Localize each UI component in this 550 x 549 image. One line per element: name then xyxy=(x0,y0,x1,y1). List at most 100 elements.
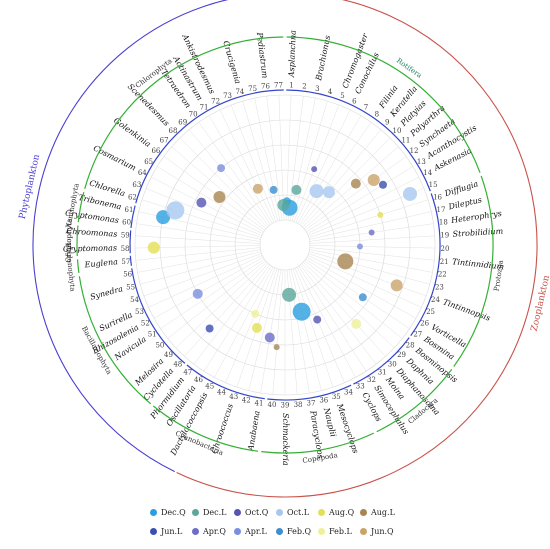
grid-spoke xyxy=(167,260,266,339)
grid-spoke xyxy=(272,269,284,395)
taxon-number: 2 xyxy=(302,83,306,91)
legend-label: Oct.L xyxy=(287,508,310,517)
phylum-bracket xyxy=(410,193,441,336)
grid-spoke xyxy=(136,223,261,242)
grid-spoke xyxy=(175,261,267,348)
polar-grid xyxy=(134,94,436,396)
taxon-number: 13 xyxy=(417,158,426,166)
grid-spoke xyxy=(294,267,345,383)
taxon-number: 35 xyxy=(332,393,341,401)
taxon-number: 15 xyxy=(429,181,438,189)
taxon-number: 31 xyxy=(378,369,387,377)
grid-spoke xyxy=(307,176,419,234)
taxon-number: 49 xyxy=(164,351,173,359)
taxon-label: Cosmarium xyxy=(92,144,138,173)
grid-spoke xyxy=(151,176,263,234)
grid-spoke xyxy=(289,98,316,221)
grid-spoke xyxy=(242,101,279,222)
grid-spoke xyxy=(309,211,432,240)
grid-spoke xyxy=(304,260,403,339)
taxon-number: 76 xyxy=(261,83,270,91)
bubble-point xyxy=(311,166,318,173)
legend-item: Feb.L xyxy=(318,527,352,536)
grid-spoke xyxy=(157,166,264,233)
taxon-number: 43 xyxy=(229,393,238,401)
taxon-number: 63 xyxy=(132,181,141,189)
group-label: Phytoplankton xyxy=(18,153,42,220)
grid-spoke xyxy=(214,266,274,378)
taxon-label: Anabaena xyxy=(246,410,262,452)
taxon-number: 11 xyxy=(401,137,410,145)
taxon-number: 9 xyxy=(385,118,389,126)
bubble-point xyxy=(269,185,278,194)
grid-spoke xyxy=(230,104,277,222)
grid-spoke xyxy=(148,255,263,308)
taxon-number: 3 xyxy=(315,85,319,93)
bubble-point xyxy=(377,211,384,218)
taxon-number: 19 xyxy=(440,232,449,240)
legend-label: Aug.Q xyxy=(329,508,355,517)
legend-label: Apr.L xyxy=(245,527,267,536)
taxon-number: 26 xyxy=(420,320,429,328)
bubble-point xyxy=(192,288,203,299)
taxon-number: 10 xyxy=(393,127,402,135)
taxon-number: 46 xyxy=(194,376,203,384)
grid-spoke xyxy=(135,235,261,244)
legend-item: Jun.L xyxy=(150,527,182,536)
taxon-number: 59 xyxy=(121,232,130,240)
phylum-bracket xyxy=(129,230,132,254)
legend-swatch xyxy=(150,528,157,535)
bubble-point xyxy=(356,243,363,250)
grid-spoke xyxy=(302,137,391,228)
bubble-point xyxy=(205,324,214,333)
taxon-number: 71 xyxy=(200,103,209,111)
grid-spoke xyxy=(309,235,435,244)
legend-label: Jun.Q xyxy=(371,527,394,536)
legend-item: Feb.Q xyxy=(276,527,311,536)
taxon-number: 16 xyxy=(433,193,442,201)
phylum-arc xyxy=(286,36,481,173)
taxon-number: 28 xyxy=(406,341,415,349)
taxon-number: 42 xyxy=(242,397,251,405)
taxon-number: 27 xyxy=(413,331,422,339)
taxon-number: 39 xyxy=(281,402,290,410)
legend-item: Oct.Q xyxy=(234,508,268,517)
legend-item: Aug.Q xyxy=(318,508,354,517)
legend-label: Feb.L xyxy=(329,527,352,536)
grid-spoke xyxy=(299,264,377,365)
taxon-number: 17 xyxy=(437,206,446,214)
bubble-point xyxy=(322,186,335,199)
grid-spoke xyxy=(295,109,351,223)
phylum-bracket xyxy=(186,364,265,400)
bubble-point xyxy=(292,302,311,321)
taxon-number: 62 xyxy=(128,193,137,201)
phylum-arc xyxy=(453,175,494,367)
legend-label: Dec.Q xyxy=(161,508,186,517)
taxon-label: Dileptus xyxy=(447,195,483,212)
grid-spoke xyxy=(290,269,322,391)
phylum-arc xyxy=(77,191,85,223)
taxon-number: 60 xyxy=(122,219,131,227)
legend-item: Dec.Q xyxy=(150,508,186,517)
phylum-bracket xyxy=(135,89,284,204)
grid-spoke xyxy=(293,104,340,222)
taxon-number: 69 xyxy=(178,118,187,126)
grid-spoke xyxy=(303,261,395,348)
grid-spoke xyxy=(308,199,429,238)
bubble-point xyxy=(251,322,262,333)
taxon-number: 67 xyxy=(160,137,169,145)
legend-swatch xyxy=(318,528,325,535)
bubble-point xyxy=(368,229,375,236)
bubble-point xyxy=(282,287,297,302)
taxon-label: Difflugia xyxy=(443,179,480,198)
bubble-point xyxy=(252,183,263,194)
taxon-label: Synedra xyxy=(89,284,124,302)
taxon-number: 29 xyxy=(397,351,406,359)
taxon-number: 53 xyxy=(135,308,144,316)
taxon-number: 73 xyxy=(223,92,232,100)
grid-spoke xyxy=(160,258,265,329)
legend-swatch xyxy=(192,509,199,516)
taxon-label: Schmackeria xyxy=(281,413,290,466)
bubble-point xyxy=(350,178,361,189)
grid-spoke xyxy=(184,263,269,357)
